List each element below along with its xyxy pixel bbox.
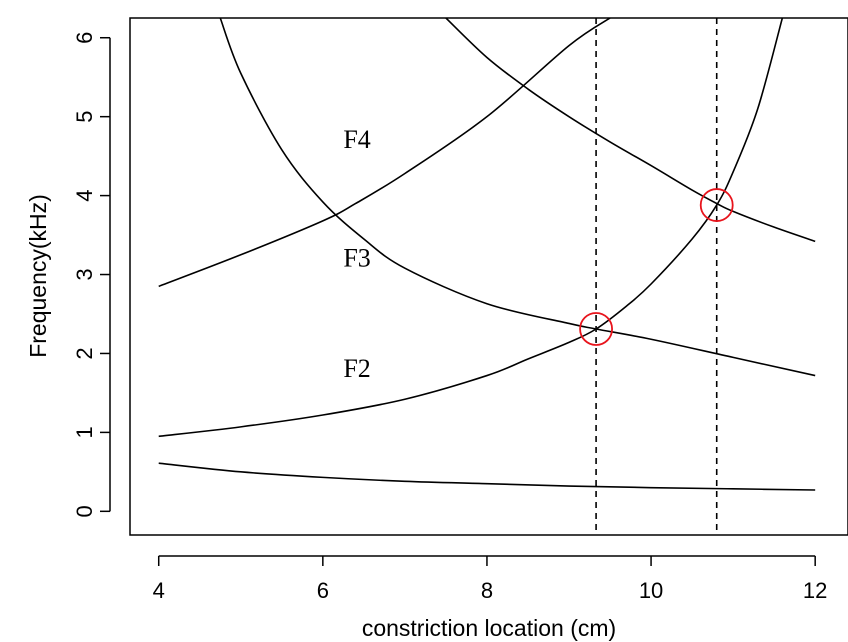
y-tick-label: 3: [72, 268, 97, 280]
plot-labels: F4 F3 F2: [343, 125, 370, 383]
curve-label-f4: F4: [343, 125, 370, 154]
x-tick-label: 12: [803, 578, 827, 603]
x-tick-label: 8: [481, 578, 493, 603]
x-axis-title: constriction location (cm): [362, 615, 616, 641]
y-tick-label: 2: [72, 347, 97, 359]
series-line-4: [158, 18, 611, 288]
x-tick-label: 10: [639, 578, 663, 603]
y-tick-label: 5: [72, 111, 97, 123]
plot-markers: [579, 188, 734, 346]
y-tick-label: 6: [72, 32, 97, 44]
intersection-marker-1: [579, 312, 613, 346]
x-tick-label: 6: [317, 578, 329, 603]
x-tick-label: 4: [153, 578, 165, 603]
y-tick-label: 0: [72, 505, 97, 517]
curve-label-f3: F3: [343, 244, 370, 273]
y-tick-label: 1: [72, 426, 97, 438]
intersection-marker-2: [699, 188, 734, 222]
curve-label-f2: F2: [343, 354, 370, 383]
series-line-3: [219, 18, 816, 377]
y-tick-label: 4: [72, 189, 97, 201]
series-line-1: [158, 462, 816, 491]
y-axis-title: Frequency(kHz): [25, 194, 51, 358]
series-line-2: [158, 18, 784, 438]
plot-frame: [129, 17, 848, 536]
plot-lines: [158, 18, 816, 535]
series-line-5: [445, 18, 816, 243]
